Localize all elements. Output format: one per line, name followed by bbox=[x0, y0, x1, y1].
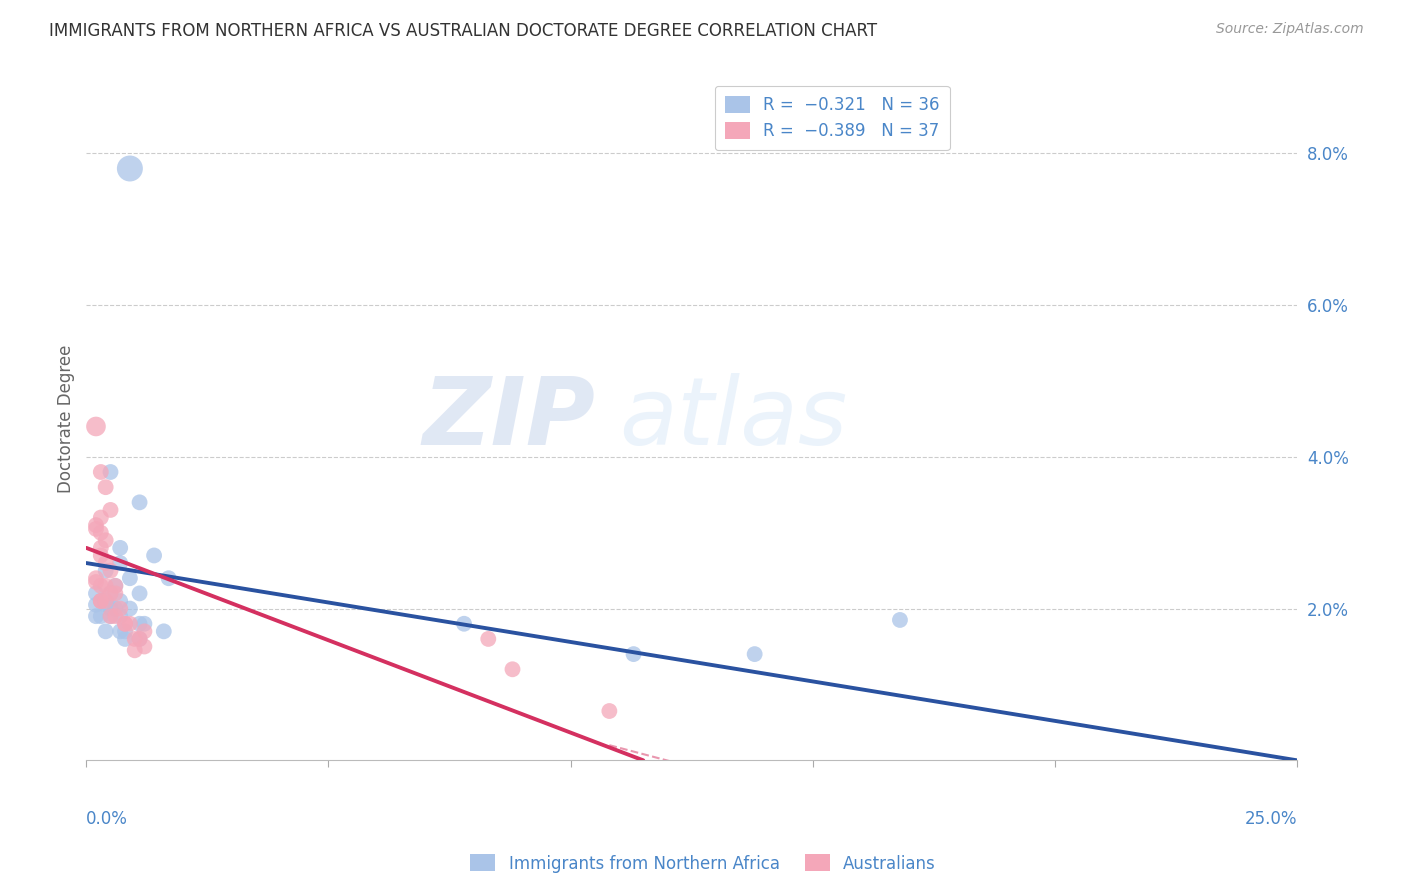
Point bbox=[114, 616, 136, 631]
Point bbox=[477, 632, 499, 646]
Point bbox=[84, 574, 107, 589]
Point bbox=[84, 518, 107, 533]
Point bbox=[108, 541, 131, 555]
Point bbox=[114, 632, 136, 646]
Point bbox=[114, 616, 136, 631]
Point bbox=[118, 601, 141, 615]
Legend: R =  −0.321   N = 36, R =  −0.389   N = 37: R = −0.321 N = 36, R = −0.389 N = 37 bbox=[714, 86, 949, 151]
Point bbox=[100, 609, 122, 624]
Point bbox=[128, 616, 150, 631]
Point bbox=[114, 624, 136, 639]
Text: ZIP: ZIP bbox=[422, 373, 595, 465]
Point bbox=[94, 480, 117, 494]
Point bbox=[90, 579, 112, 593]
Point bbox=[100, 586, 122, 600]
Text: IMMIGRANTS FROM NORTHERN AFRICA VS AUSTRALIAN DOCTORATE DEGREE CORRELATION CHART: IMMIGRANTS FROM NORTHERN AFRICA VS AUSTR… bbox=[49, 22, 877, 40]
Point bbox=[124, 643, 146, 657]
Point bbox=[128, 586, 150, 600]
Point bbox=[104, 601, 127, 615]
Point bbox=[94, 624, 117, 639]
Point bbox=[502, 662, 524, 676]
Text: 0.0%: 0.0% bbox=[86, 810, 128, 828]
Point bbox=[118, 616, 141, 631]
Point bbox=[100, 586, 122, 600]
Point bbox=[108, 609, 131, 624]
Point bbox=[90, 594, 112, 608]
Point bbox=[134, 624, 156, 639]
Point bbox=[94, 556, 117, 570]
Point bbox=[124, 632, 146, 646]
Point bbox=[453, 616, 475, 631]
Text: atlas: atlas bbox=[619, 374, 848, 465]
Point bbox=[128, 632, 150, 646]
Point bbox=[134, 640, 156, 654]
Point bbox=[90, 594, 112, 608]
Point bbox=[90, 510, 112, 524]
Point bbox=[100, 465, 122, 479]
Point bbox=[84, 571, 107, 585]
Point bbox=[104, 586, 127, 600]
Point bbox=[104, 609, 127, 624]
Text: 25.0%: 25.0% bbox=[1244, 810, 1298, 828]
Point bbox=[744, 647, 766, 661]
Point bbox=[100, 503, 122, 517]
Legend: Immigrants from Northern Africa, Australians: Immigrants from Northern Africa, Austral… bbox=[464, 847, 942, 880]
Point bbox=[108, 594, 131, 608]
Point bbox=[128, 632, 150, 646]
Point bbox=[104, 579, 127, 593]
Point bbox=[90, 609, 112, 624]
Point bbox=[128, 495, 150, 509]
Point bbox=[889, 613, 911, 627]
Point bbox=[157, 571, 180, 585]
Point bbox=[108, 601, 131, 615]
Point bbox=[84, 598, 107, 612]
Point bbox=[84, 419, 107, 434]
Point bbox=[90, 525, 112, 540]
Point bbox=[90, 549, 112, 563]
Point bbox=[84, 609, 107, 624]
Point bbox=[84, 522, 107, 536]
Point bbox=[90, 465, 112, 479]
Point bbox=[134, 616, 156, 631]
Point bbox=[94, 598, 117, 612]
Point bbox=[152, 624, 174, 639]
Point bbox=[94, 564, 117, 578]
Point bbox=[94, 579, 117, 593]
Point bbox=[100, 564, 122, 578]
Point bbox=[94, 533, 117, 548]
Point bbox=[118, 571, 141, 585]
Point bbox=[90, 541, 112, 555]
Point bbox=[108, 556, 131, 570]
Point bbox=[143, 549, 166, 563]
Text: Source: ZipAtlas.com: Source: ZipAtlas.com bbox=[1216, 22, 1364, 37]
Point bbox=[598, 704, 620, 718]
Point bbox=[623, 647, 645, 661]
Point bbox=[104, 579, 127, 593]
Point bbox=[100, 609, 122, 624]
Point bbox=[100, 601, 122, 615]
Y-axis label: Doctorate Degree: Doctorate Degree bbox=[58, 344, 75, 493]
Point bbox=[84, 586, 107, 600]
Point bbox=[108, 624, 131, 639]
Point bbox=[94, 594, 117, 608]
Point bbox=[90, 594, 112, 608]
Point bbox=[118, 161, 141, 176]
